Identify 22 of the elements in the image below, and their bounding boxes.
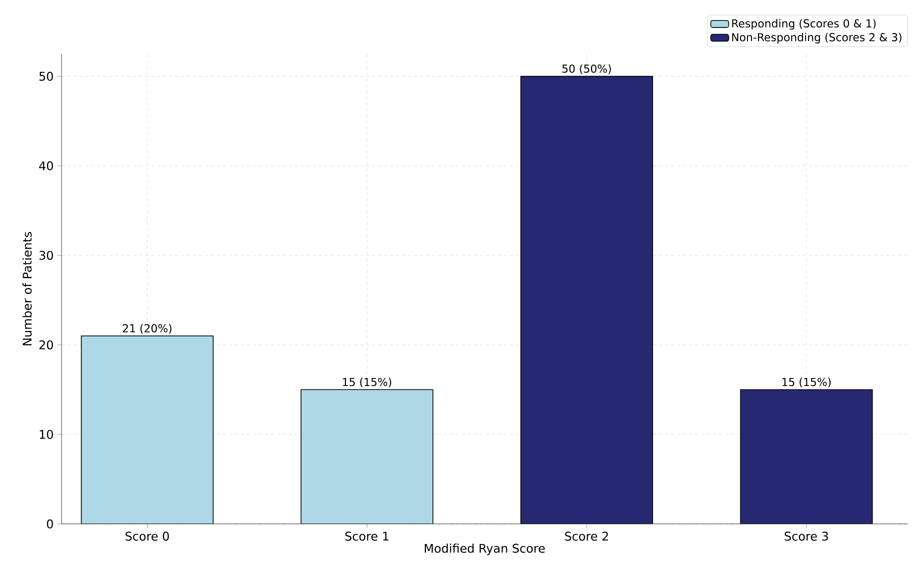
- bar: [300, 389, 434, 524]
- x-tick-label: Score 1: [345, 532, 388, 541]
- y-tick-label: 50: [39, 72, 53, 81]
- data-label: 21 (20%): [122, 324, 172, 334]
- bar: [740, 389, 873, 524]
- x-axis-title: Modified Ryan Score: [424, 544, 545, 556]
- x-tick-label: Score 0: [126, 532, 169, 541]
- x-tick-label: Score 3: [784, 532, 828, 541]
- bar: [520, 76, 654, 524]
- data-label: 15 (15%): [782, 378, 831, 388]
- bar: [80, 336, 214, 524]
- y-tick-label: 20: [39, 340, 53, 350]
- y-tick-label: 0: [46, 519, 53, 528]
- legend-label: Responding (Scores 0 & 1): [732, 19, 876, 30]
- data-label: 50 (50%): [562, 64, 611, 74]
- x-tick-label: Score 2: [565, 532, 608, 541]
- y-tick-label: 10: [40, 430, 53, 439]
- legend-label: Non-Responding (Scores 2 & 3): [732, 32, 902, 44]
- data-label: 15 (15%): [343, 378, 392, 388]
- y-tick-label: 30: [39, 250, 53, 260]
- y-tick-label: 40: [39, 161, 53, 170]
- y-axis-title: Number of Patients: [22, 232, 32, 346]
